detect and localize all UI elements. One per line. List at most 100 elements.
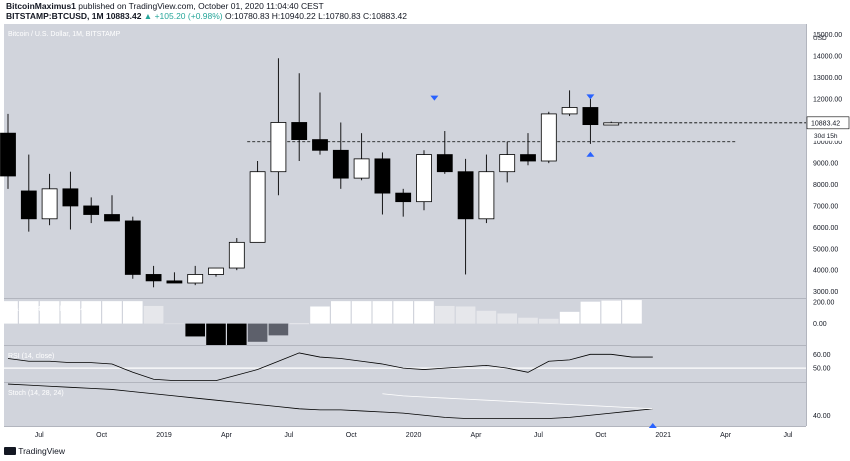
time-tick-label: Jul	[284, 432, 293, 439]
candle-body	[291, 122, 308, 140]
macd-bar	[227, 323, 247, 345]
macd-bar	[580, 301, 601, 324]
candle-body	[416, 154, 432, 203]
time-tick-label: Oct	[96, 432, 107, 439]
macd-bar	[435, 305, 455, 324]
ticker-line: BITSTAMP:BTCUSD, 1M 10883.42 ▲ +105.20 (…	[6, 11, 407, 21]
pane-bg-stoch	[4, 383, 806, 426]
time-tick-label: 2020	[406, 432, 422, 439]
macd-bar	[39, 301, 60, 324]
rsi-tick-label: 60.00	[813, 352, 831, 359]
last-price: 10883.42	[105, 11, 142, 21]
candle-body	[62, 188, 79, 207]
macd-bar	[247, 323, 268, 342]
macd-bar	[123, 301, 143, 324]
macd-tick-label: 0.00	[813, 321, 827, 328]
time-tick-label: 2021	[655, 432, 671, 439]
tradingview-logo[interactable]: TradingView	[4, 446, 65, 456]
publish-info: published on TradingView.com, October 01…	[75, 1, 324, 11]
candle-body	[353, 158, 370, 179]
tv-brand-text: TradingView	[18, 446, 65, 456]
time-tick-label: Apr	[720, 432, 732, 439]
macd-bar	[372, 301, 393, 324]
macd-bar	[102, 301, 122, 324]
macd-bar	[518, 317, 538, 324]
candle-body	[478, 171, 495, 220]
symbol-label: BITSTAMP:BTCUSD, 1M	[6, 11, 104, 21]
candle-body	[145, 274, 162, 282]
countdown-tag	[807, 129, 849, 141]
price-tick-label: 13000.00	[813, 75, 842, 82]
macd-tick-label: 200.00	[813, 300, 835, 307]
macd-bar	[351, 301, 372, 324]
macd-bar	[185, 323, 205, 337]
candle-body	[457, 171, 474, 220]
pane-bg-price	[4, 24, 806, 298]
time-tick-label: Jul	[784, 432, 793, 439]
candle-body	[332, 149, 349, 179]
macd-bar	[393, 301, 413, 324]
countdown-label: 30d 15h	[814, 133, 838, 140]
ohlc-values: O:10780.83 H:10940.22 L:10780.83 C:10883…	[225, 11, 407, 21]
candle-body	[561, 107, 578, 115]
time-tick-label: Jul	[534, 432, 543, 439]
rsi-tick-label: 50.00	[813, 366, 831, 373]
macd-bar	[601, 300, 621, 324]
price-tick-label: 3000.00	[813, 289, 838, 296]
rsi-line	[7, 352, 653, 382]
macd-bar	[289, 323, 309, 325]
macd-pane-title: MACD (14, 42, close, 24)	[8, 306, 87, 313]
candle-body	[166, 280, 183, 284]
down-arrow-icon	[430, 95, 439, 101]
price-tick-label: 7000.00	[813, 203, 838, 210]
candle-body	[520, 154, 536, 162]
price-tick-label: 4000.00	[813, 268, 838, 275]
price-tick-label: 14000.00	[813, 54, 842, 61]
macd-bar	[0, 301, 18, 324]
macd-bar	[164, 323, 185, 325]
price-tick-label: 8000.00	[813, 182, 838, 189]
candle-body	[104, 214, 120, 222]
price-tick-label: 12000.00	[813, 96, 842, 103]
macd-bar	[60, 301, 81, 324]
up-arrow-icon	[586, 151, 595, 157]
macd-bar	[622, 300, 642, 324]
tv-logo-icon	[4, 447, 16, 455]
macd-bar	[206, 323, 226, 345]
candle-body	[499, 154, 516, 173]
macd-bar	[559, 311, 580, 324]
time-tick-label: Oct	[346, 432, 357, 439]
macd-bar	[19, 301, 39, 324]
candle-body	[228, 241, 245, 269]
stoch-k-line	[7, 383, 653, 419]
candle-body	[124, 220, 141, 275]
price-axis-bg	[806, 24, 850, 426]
candle-body	[20, 190, 37, 220]
candle-body	[0, 132, 16, 177]
currency-label: USD	[813, 35, 827, 42]
time-tick-label: Jul	[35, 432, 44, 439]
candle-body	[395, 192, 412, 203]
candle-body	[436, 154, 453, 173]
candle-body	[208, 267, 224, 275]
stoch-tick-label: 40.00	[813, 413, 831, 420]
macd-bar	[476, 310, 497, 324]
price-change: ▲ +105.20 (+0.98%)	[143, 11, 223, 21]
macd-bar	[310, 306, 330, 324]
stoch-pane-title: Stoch (14, 28, 24)	[8, 390, 64, 397]
author-name[interactable]: BitcoinMaximus1	[6, 1, 76, 11]
macd-bar	[539, 318, 559, 324]
last-price-label: 10883.42	[811, 120, 840, 127]
candle-body	[270, 122, 287, 173]
candle-body	[312, 139, 328, 151]
rsi-pane-title: RSI (14, close)	[8, 353, 54, 360]
macd-bar	[455, 306, 476, 324]
macd-bar	[497, 313, 517, 324]
price-tick-label: 5000.00	[813, 246, 838, 253]
macd-bar	[331, 301, 351, 324]
candle-body	[83, 205, 100, 215]
time-tick-label: Apr	[221, 432, 233, 439]
candle-body	[603, 122, 620, 126]
